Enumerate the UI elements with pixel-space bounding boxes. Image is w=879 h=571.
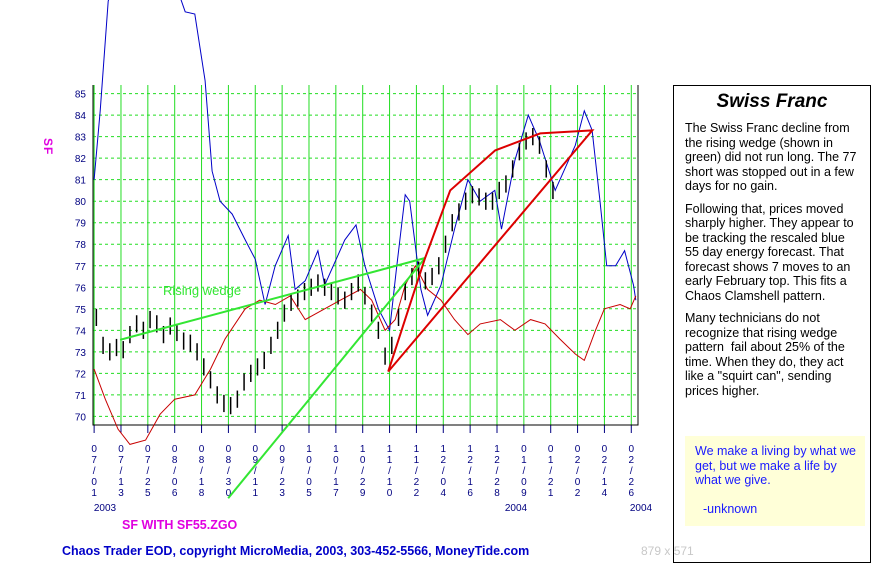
attribution: -unknown (703, 501, 758, 516)
y-tick-label: 77 (75, 262, 87, 273)
y-tick-label: 80 (75, 197, 87, 208)
x-tick-label: 1 1/2 2 (414, 444, 420, 499)
x-tick-label: 0 2/1 4 (602, 444, 608, 499)
plot (93, 85, 638, 425)
x-tick-label: 0 8/3 0 (226, 444, 232, 499)
trend-line (119, 257, 426, 341)
paragraph: The Swiss Franc decline from the rising … (685, 121, 860, 193)
quote: We make a living by what we get, but we … (695, 444, 856, 487)
y-tick-label: 76 (75, 283, 87, 294)
x-tick-label: 0 9/2 3 (279, 444, 285, 499)
series-line (93, 0, 637, 332)
axis-frame (92, 85, 639, 426)
paragraph: Many technicians do not recognize that r… (685, 311, 849, 398)
year-label: 2004 (630, 503, 653, 514)
year-label: 2003 (94, 503, 117, 514)
y-tick-label: 79 (75, 219, 87, 230)
y-axis-label: SF (41, 138, 55, 155)
y-tick-label: 81 (75, 176, 87, 187)
y-tick-label: 85 (75, 90, 87, 101)
quote-box: We make a living by what we get, but we … (685, 436, 865, 526)
x-tick-label: 0 1/2 1 (548, 444, 554, 499)
y-tick-label: 84 (75, 111, 87, 122)
y-tick-label: 83 (75, 133, 87, 144)
text-panel: Swiss Franc The Swiss Franc decline from… (673, 85, 871, 563)
subtitle: SF WITH SF55.ZGO (122, 518, 238, 532)
x-tick-label: 1 0/1 7 (333, 444, 339, 499)
x-tick-label: 1 0/0 5 (306, 444, 312, 499)
trend-line (387, 129, 595, 373)
x-tick-label: 0 9/1 1 (252, 444, 258, 499)
x-tick-label: 0 7/0 1 (91, 444, 97, 499)
paragraph: Following that, prices moved sharply hig… (685, 201, 858, 303)
y-tick-label: 74 (75, 326, 87, 337)
y-tick-label: 70 (75, 412, 87, 423)
x-tick-label: 0 8/1 8 (199, 444, 205, 499)
x-tick-label: 0 1/0 9 (521, 444, 527, 499)
year-label: 2004 (505, 503, 528, 514)
x-tick-label: 1 1/1 0 (387, 444, 393, 499)
x-tick-label: 0 7/1 3 (118, 444, 124, 499)
y-tick-label: 71 (75, 391, 87, 402)
y-tick-label: 75 (75, 305, 87, 316)
x-tick-label: 1 2/2 8 (494, 444, 500, 499)
x-tick-label: 0 7/2 5 (145, 444, 151, 499)
y-tick-label: 78 (75, 240, 87, 251)
y-tick-label: 73 (75, 348, 87, 359)
x-tick-label: 1 0/2 9 (360, 444, 366, 499)
y-tick-label: 82 (75, 154, 87, 165)
x-tick-label: 0 2/2 6 (629, 444, 635, 499)
x-tick-label: 0 8/0 6 (172, 444, 178, 499)
footer: Chaos Trader EOD, copyright MicroMedia, … (62, 544, 529, 558)
panel-title: Swiss Franc (716, 91, 828, 112)
series-line (93, 264, 637, 445)
trend-line (227, 257, 426, 499)
x-tick-label: 0 2/0 2 (575, 444, 581, 499)
y-tick-label: 72 (75, 369, 87, 380)
size-label: 879 x 571 (641, 544, 694, 558)
x-tick-label: 1 2/1 6 (467, 444, 473, 499)
x-tick-label: 1 2/0 4 (440, 444, 446, 499)
